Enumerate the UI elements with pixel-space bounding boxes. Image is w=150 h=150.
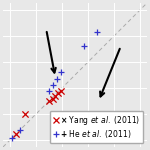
Point [96, 31, 98, 33]
Point [52, 84, 54, 87]
Point [48, 100, 50, 102]
Point [59, 71, 62, 74]
Point [19, 129, 21, 131]
Point [54, 95, 57, 97]
Point [15, 133, 17, 135]
Point [56, 78, 58, 80]
Legend: $\mathbf{\times}$ Yang $\it{et\ al.}$ (2011), $\mathbf{+}$ He $\it{et\ al.}$ (20: $\mathbf{\times}$ Yang $\it{et\ al.}$ (2… [50, 111, 143, 143]
Point [83, 45, 85, 47]
Point [24, 113, 26, 116]
Point [11, 137, 13, 139]
Point [52, 97, 54, 100]
Point [57, 92, 59, 94]
Point [59, 90, 62, 92]
Point [48, 90, 50, 92]
